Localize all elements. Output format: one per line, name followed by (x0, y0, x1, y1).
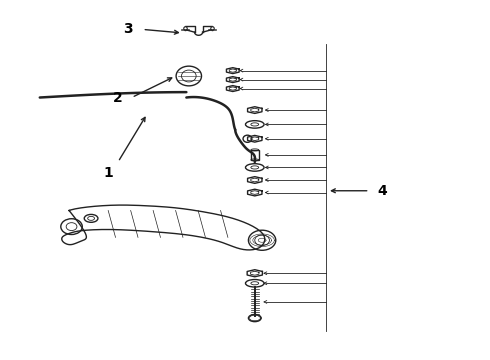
Text: 2: 2 (113, 90, 123, 104)
Text: 4: 4 (377, 184, 387, 198)
Text: 1: 1 (103, 166, 113, 180)
Text: 3: 3 (123, 22, 133, 36)
